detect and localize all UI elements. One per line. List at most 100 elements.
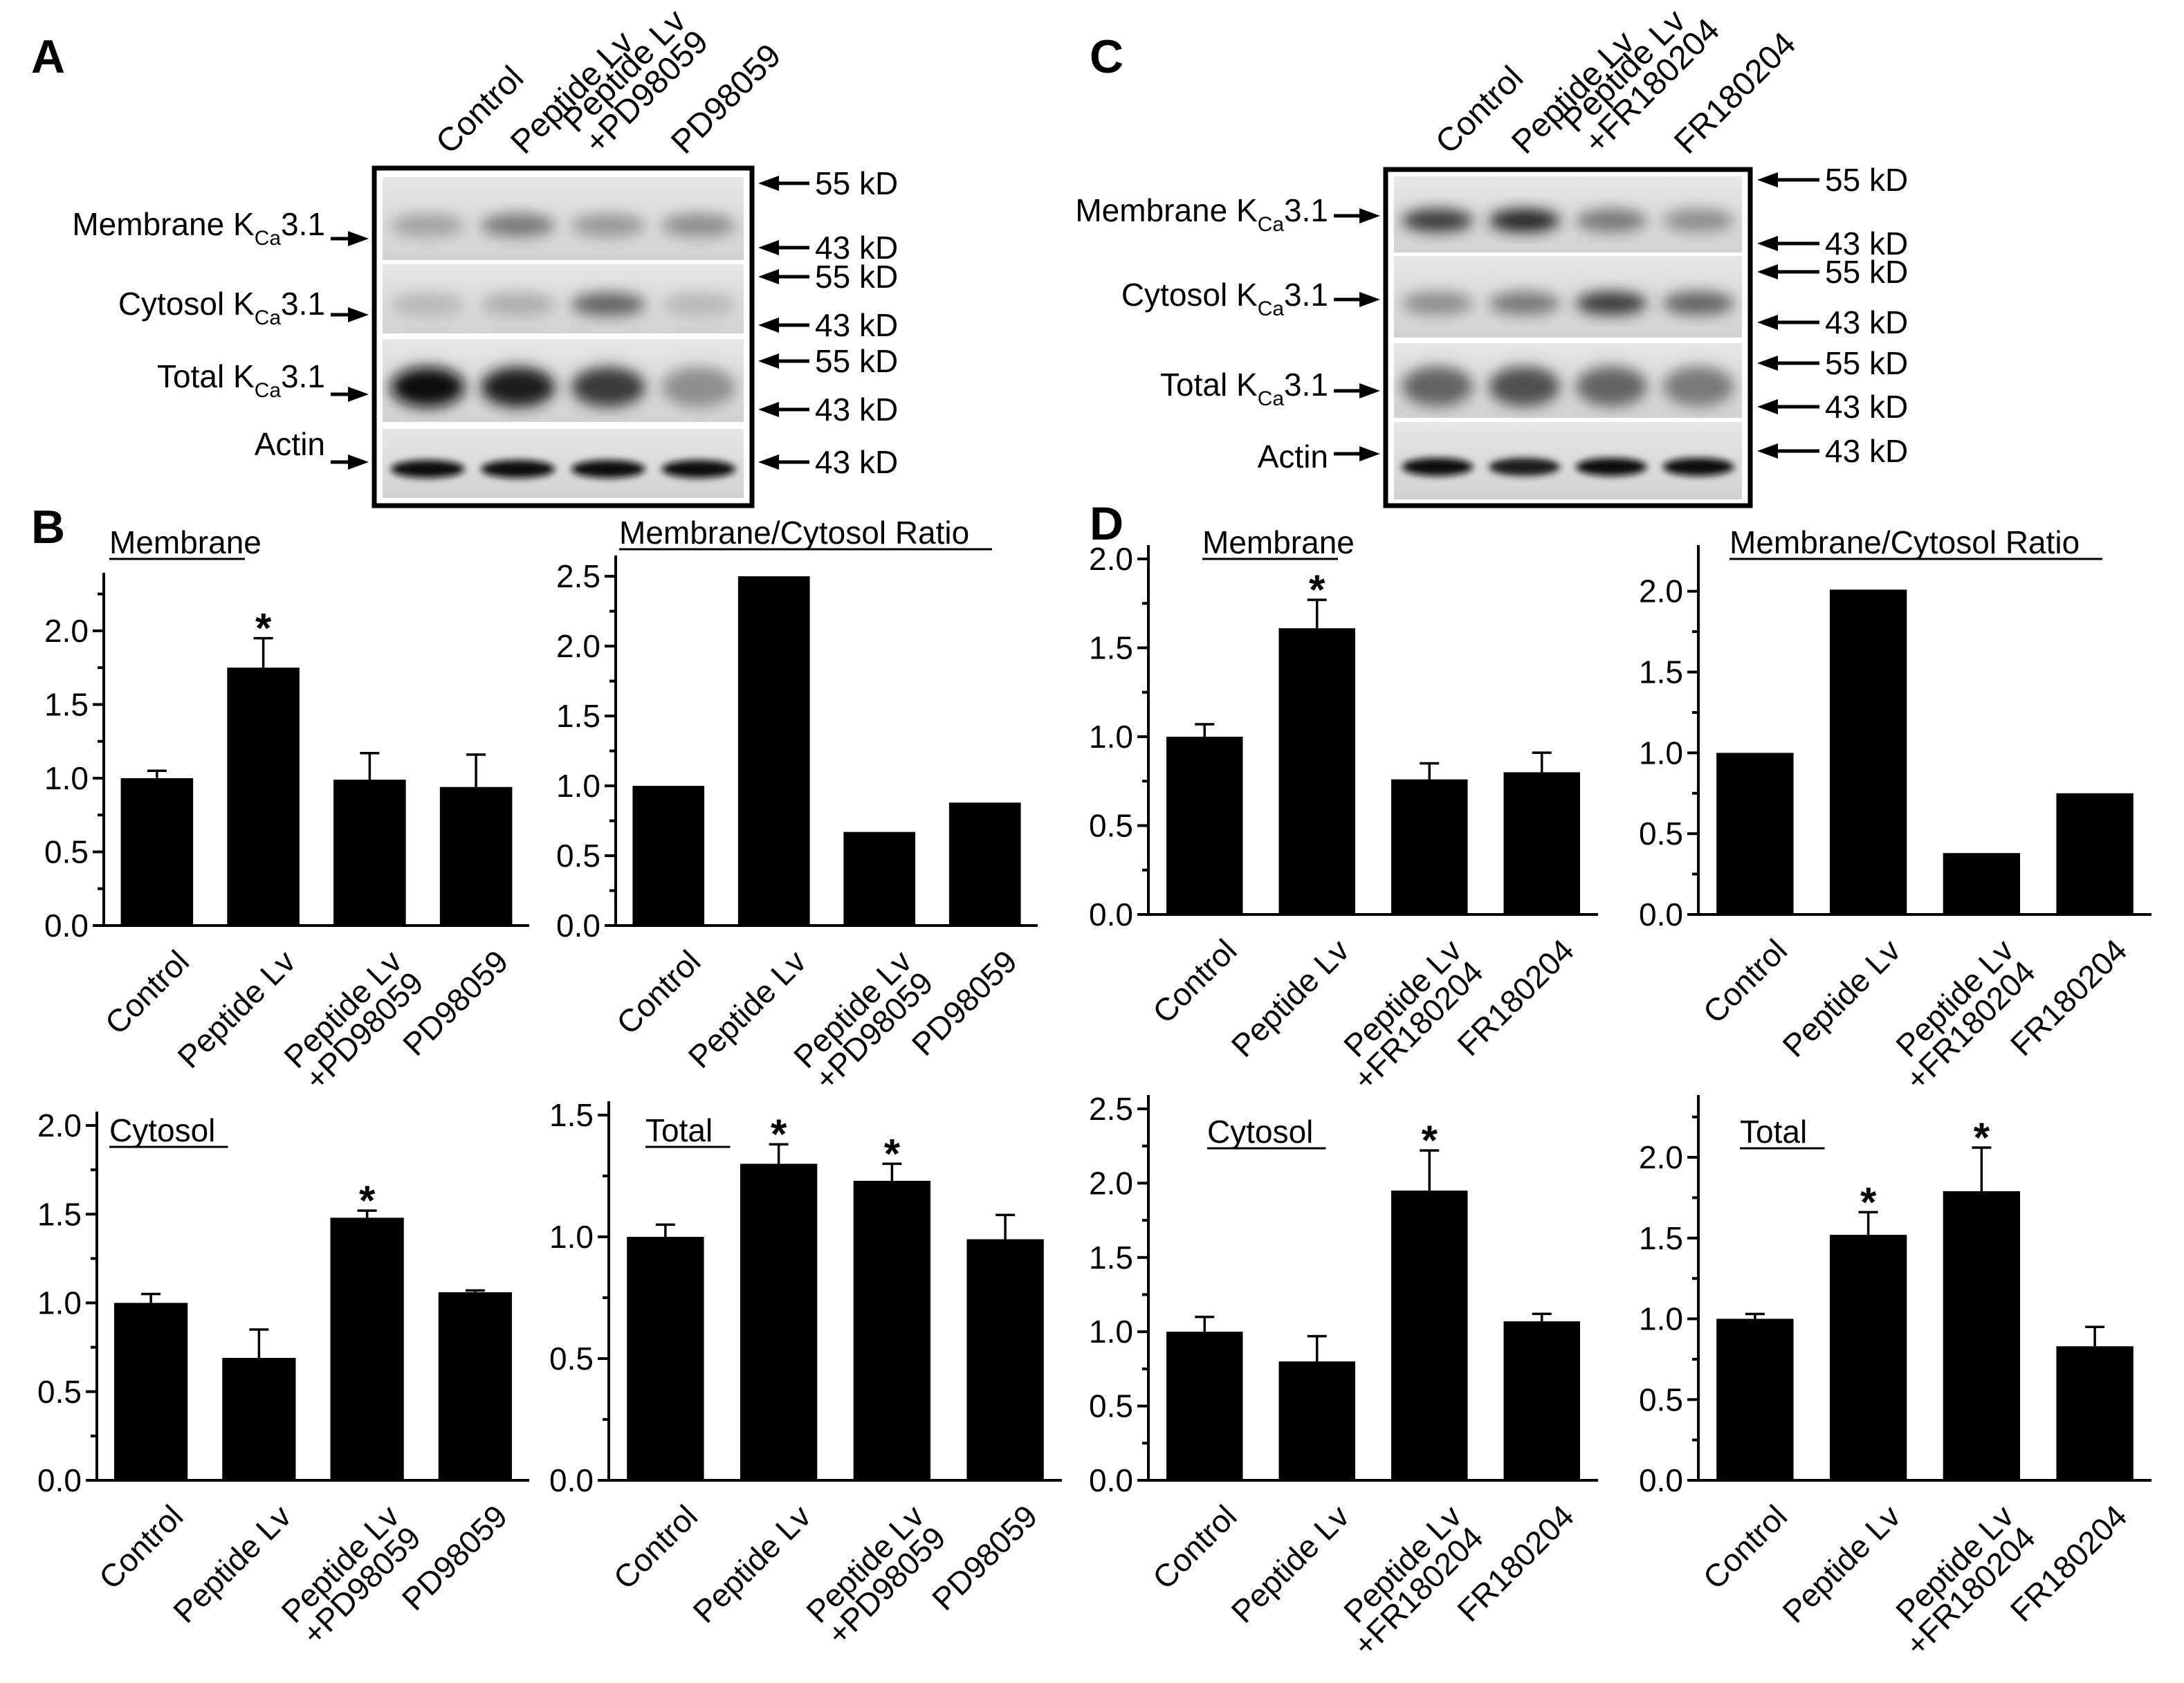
bar <box>1278 628 1355 914</box>
y-tick-label: 1.0 <box>1639 735 1683 771</box>
marker-label: 43 kD <box>815 307 898 343</box>
x-tick-label: Peptide Lv <box>1775 1498 1907 1630</box>
svg-text:Control: Control <box>98 944 196 1042</box>
y-tick-label: 0.0 <box>1639 1462 1683 1498</box>
blot-band <box>390 367 465 407</box>
marker-arrow <box>758 269 809 284</box>
y-tick-label: 0.0 <box>1089 1462 1133 1498</box>
y-tick-label: 2.0 <box>1639 573 1683 609</box>
marker-label: 43 kD <box>815 444 898 480</box>
blot-band <box>661 213 736 237</box>
blot-row-label: Membrane KCa3.1 <box>72 206 325 250</box>
y-tick-label: 0.5 <box>1639 816 1683 852</box>
y-tick-label: 0.5 <box>1089 808 1133 844</box>
svg-text:Control: Control <box>1146 1498 1244 1597</box>
blot-band <box>571 293 645 316</box>
x-tick-label: Peptide Lv+PD98059 <box>274 1498 428 1653</box>
blot-row-label: Membrane KCa3.1 <box>1075 192 1328 236</box>
y-tick-label: 0.0 <box>549 1462 594 1498</box>
y-tick-label: 2.0 <box>37 1107 82 1143</box>
y-tick-label: 1.5 <box>1639 1220 1683 1256</box>
marker-label: 43 kD <box>1825 433 1908 469</box>
marker-label: 43 kD <box>1825 226 1908 261</box>
significance-marker: * <box>1974 1114 1990 1161</box>
bar <box>632 786 705 926</box>
y-tick-label: 1.5 <box>556 698 600 734</box>
x-tick-label: PD98059 <box>925 1498 1044 1617</box>
blot-band <box>481 213 556 237</box>
marker-label: 55 kD <box>815 165 898 201</box>
bar <box>439 787 513 926</box>
blot-band <box>571 367 645 407</box>
y-tick-label: 1.0 <box>44 760 89 796</box>
bar <box>2056 793 2133 914</box>
y-tick-label: 0.5 <box>549 1341 594 1377</box>
blot-band <box>390 460 465 478</box>
x-tick-label: Peptide Lv+PD98059 <box>799 1498 953 1653</box>
blot-band <box>1662 208 1734 232</box>
blot-row-arrow <box>1334 292 1380 307</box>
chart-title: Cytosol <box>109 1112 215 1148</box>
svg-text:Control: Control <box>1696 932 1795 1031</box>
blot-row-arrow <box>331 231 369 246</box>
blot-band <box>571 460 645 478</box>
y-tick-label: 0.5 <box>556 838 600 874</box>
blot-band <box>1575 457 1647 476</box>
x-tick-label: Peptide Lv <box>166 1498 297 1630</box>
svg-text:Control: Control <box>1146 932 1244 1031</box>
blot-band <box>661 367 736 407</box>
blot-band <box>1402 291 1474 315</box>
svg-text:Control: Control <box>607 1498 705 1597</box>
svg-text:Peptide Lv: Peptide Lv <box>1224 932 1356 1064</box>
y-tick-label: 0.0 <box>556 908 600 944</box>
chart-6: 0.0 0.5 1.0 1.5 2.0 Membrane/Cytosol Ratio Con… <box>1639 524 2151 1097</box>
blot-row-label: Cytosol KCa3.1 <box>1121 277 1328 320</box>
y-tick-label: 1.0 <box>556 768 600 804</box>
blot-row-label: Actin <box>255 426 325 462</box>
x-tick-label: Control <box>1146 1498 1244 1597</box>
bar <box>948 802 1021 926</box>
blot-band <box>1662 366 1734 407</box>
panel-letter-d: D <box>1090 497 1123 550</box>
marker-label: 43 kD <box>1825 389 1908 425</box>
blot-band <box>1489 457 1561 476</box>
marker-arrow <box>1757 356 1819 371</box>
bar <box>222 1358 296 1480</box>
chart-title: Total <box>645 1112 713 1148</box>
y-tick-label: 1.5 <box>1639 654 1683 690</box>
x-tick-label: Control <box>607 1498 705 1597</box>
marker-arrow <box>1757 264 1819 279</box>
x-tick-label: Peptide Lv <box>686 1498 817 1630</box>
marker-arrow <box>758 318 809 333</box>
y-tick-label: 0.0 <box>1089 896 1133 932</box>
y-tick-label: 0.5 <box>37 1374 82 1410</box>
blot-row-label: Total KCa3.1 <box>1160 367 1328 410</box>
bar <box>737 576 810 926</box>
marker-arrow <box>758 402 809 417</box>
bar <box>740 1164 818 1480</box>
x-tick-label: Control <box>1696 932 1795 1031</box>
marker-arrow <box>758 353 809 369</box>
chart-title: Total <box>1740 1114 1807 1150</box>
marker-label: 55 kD <box>815 343 898 379</box>
y-tick-label: 1.5 <box>1089 630 1133 666</box>
blot-row-arrow <box>331 387 369 402</box>
chart-7: 0.0 0.5 1.0 1.5 2.0 2.5 Cytosol ControlPeptide … <box>1089 1091 1598 1663</box>
y-tick-label: 1.0 <box>1089 1314 1133 1350</box>
marker-arrow <box>1757 236 1819 251</box>
chart-title: Cytosol <box>1207 1114 1313 1150</box>
marker-arrow <box>1757 315 1819 330</box>
svg-text:Peptide Lv: Peptide Lv <box>1224 1498 1356 1630</box>
svg-text:Peptide Lv: Peptide Lv <box>686 1498 817 1630</box>
panel-letter-c: C <box>1090 30 1123 83</box>
significance-marker: * <box>771 1111 787 1157</box>
marker-arrow <box>758 176 809 191</box>
significance-marker: * <box>884 1130 901 1177</box>
marker-arrow <box>1757 172 1819 187</box>
bar-charts: 0.0 0.5 1.0 1.5 2.0 Membrane Control * Peptide L… <box>37 515 2151 1663</box>
marker-arrow <box>758 240 809 255</box>
